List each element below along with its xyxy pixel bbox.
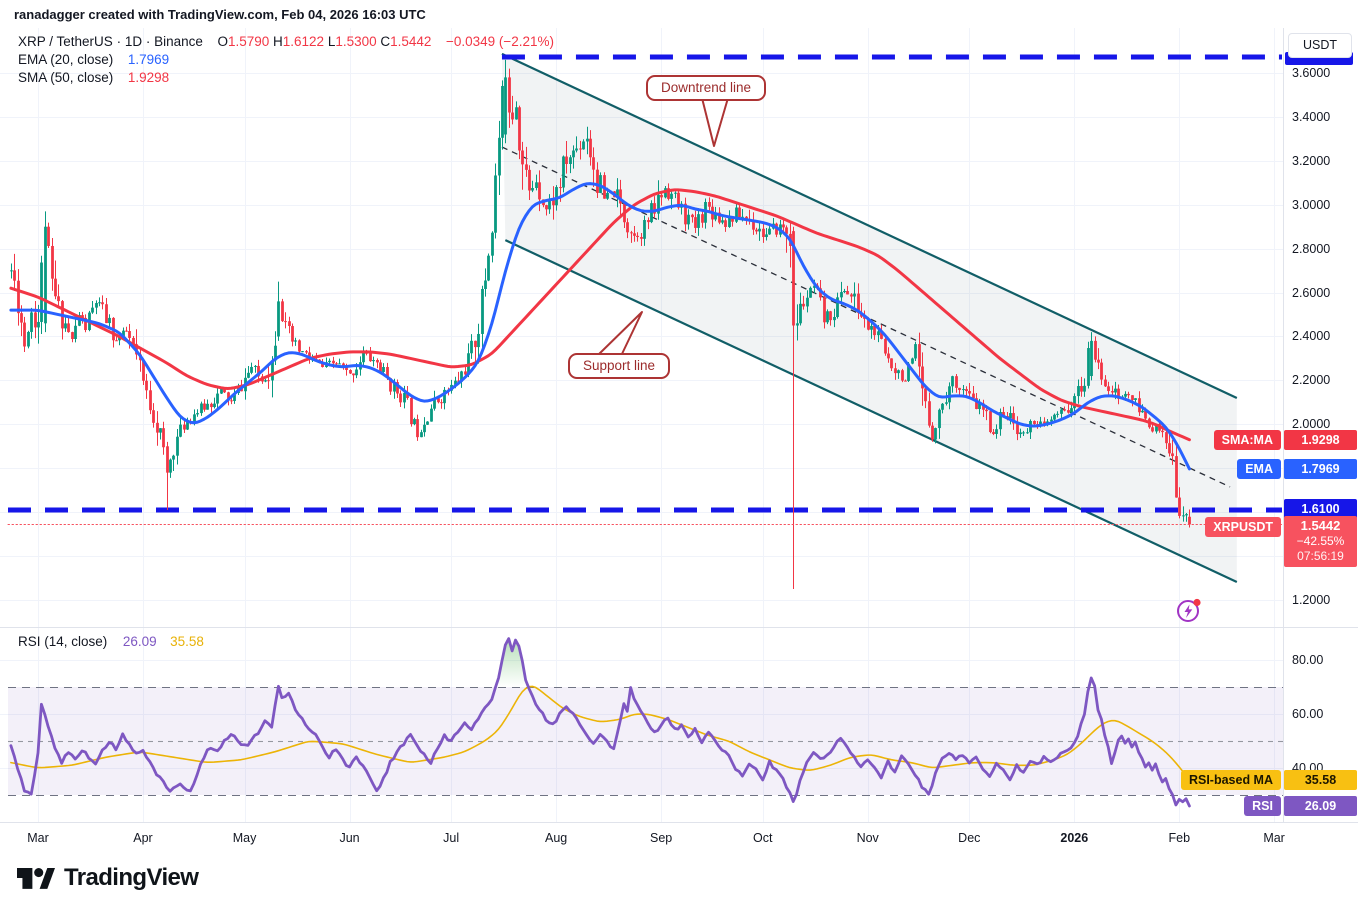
price-tick-label: 2.0000	[1292, 417, 1331, 432]
sma-legend-row[interactable]: SMA (50, close) 1.9298	[18, 70, 170, 85]
ohlc-values: O1.5790 H1.6122 L1.5300 C1.5442	[217, 34, 435, 49]
rsi-ma-value-badge: 35.58	[1284, 769, 1357, 790]
symbol-axis-label: XRPUSDT	[1205, 517, 1281, 538]
sma-price-badge: 1.9298	[1284, 429, 1357, 450]
pane-separator[interactable]	[0, 627, 1358, 628]
flash-icon[interactable]	[1175, 596, 1203, 624]
ema-legend-row[interactable]: EMA (20, close) 1.7969	[18, 52, 170, 67]
rsi-ma-value: 35.58	[170, 634, 204, 649]
price-tick-label: 2.2000	[1292, 373, 1331, 388]
last-price-badge: 1.5442 −42.55% 07:56:19	[1284, 516, 1357, 568]
price-tick-label: 2.4000	[1292, 329, 1331, 344]
rsi-tick-label: 80.00	[1292, 653, 1324, 667]
price-tick-label: 3.2000	[1292, 153, 1331, 168]
time-axis-label: Jun	[339, 831, 360, 845]
ema-axis-label: EMA	[1237, 458, 1281, 479]
time-axis[interactable]: Mar Apr May Jun Jul Aug Sep Oct Nov Dec 2026 Feb Mar	[0, 822, 1358, 854]
time-axis-label: Nov	[856, 831, 879, 845]
ema-price-badge: 1.7969	[1284, 458, 1357, 479]
support-level-badge: 1.6100	[1284, 498, 1357, 519]
time-axis-label: Mar	[1263, 831, 1285, 845]
ohlc-value: 1.5442	[390, 34, 436, 49]
time-axis-label: Apr	[133, 831, 153, 845]
interval-label[interactable]: 1D	[124, 34, 143, 49]
logo-bar: TradingView	[0, 854, 1358, 911]
ohlc-value: 1.5790	[227, 34, 274, 49]
price-tick-label: 3.0000	[1292, 197, 1331, 212]
rsi-ma-axis-label: RSI-based MA	[1180, 769, 1281, 790]
time-axis-label: 2026	[1060, 831, 1089, 845]
rsi-value: 26.09	[122, 634, 157, 649]
time-axis-label: May	[232, 831, 257, 845]
price-chart-canvas[interactable]	[0, 28, 1283, 822]
time-axis-label: Jul	[443, 831, 460, 845]
rsi-tick-label: 60.00	[1292, 707, 1324, 721]
price-tick-label: 2.8000	[1292, 241, 1331, 256]
ema-value: 1.7969	[127, 52, 170, 67]
ohlc-value: 1.6122	[282, 34, 328, 49]
time-axis-label: Oct	[752, 831, 773, 845]
ohlc-key: O	[217, 34, 228, 49]
tradingview-logo[interactable]: TradingView	[17, 863, 199, 893]
rsi-value-badge: 26.09	[1284, 795, 1357, 816]
exchange-label: Binance	[154, 34, 203, 49]
price-tick-label: 1.2000	[1292, 592, 1331, 607]
ohlc-key: H	[273, 34, 283, 49]
attribution-text: ranadagger created with TradingView.com,…	[14, 7, 426, 22]
currency-unit-button[interactable]: USDT	[1288, 33, 1352, 58]
change-value: −0.0349 (−2.21%)	[445, 34, 555, 49]
chart-legend: XRP / TetherUS · 1D · Binance O1.5790 H1…	[18, 33, 554, 87]
time-axis-label: Aug	[545, 831, 568, 845]
tradingview-logo-icon	[17, 868, 55, 889]
price-tick-label: 3.4000	[1292, 109, 1331, 124]
ohlc-key: L	[327, 34, 336, 49]
ohlc-value: 1.5300	[335, 34, 381, 49]
annotation-downtrend-line[interactable]: Downtrend line	[646, 75, 767, 101]
symbol-legend-row: XRP / TetherUS · 1D · Binance O1.5790 H1…	[18, 34, 555, 49]
symbol-name[interactable]: XRP / TetherUS	[18, 34, 113, 49]
sma-value: 1.9298	[127, 70, 170, 85]
sma-axis-label: SMA:MA	[1213, 429, 1281, 450]
price-tick-label: 3.6000	[1292, 66, 1331, 80]
tradingview-logo-text: TradingView	[64, 864, 199, 891]
ohlc-key: C	[380, 34, 391, 49]
time-axis-label: Dec	[958, 831, 981, 845]
annotation-support-line[interactable]: Support line	[568, 353, 671, 379]
time-axis-label: Mar	[27, 831, 49, 845]
rsi-axis-label: RSI	[1244, 795, 1281, 816]
time-axis-label: Sep	[649, 831, 673, 845]
time-axis-label: Feb	[1168, 831, 1191, 845]
price-tick-label: 2.6000	[1292, 285, 1331, 300]
rsi-legend[interactable]: RSI (14, close) 26.09 35.58	[18, 634, 204, 649]
